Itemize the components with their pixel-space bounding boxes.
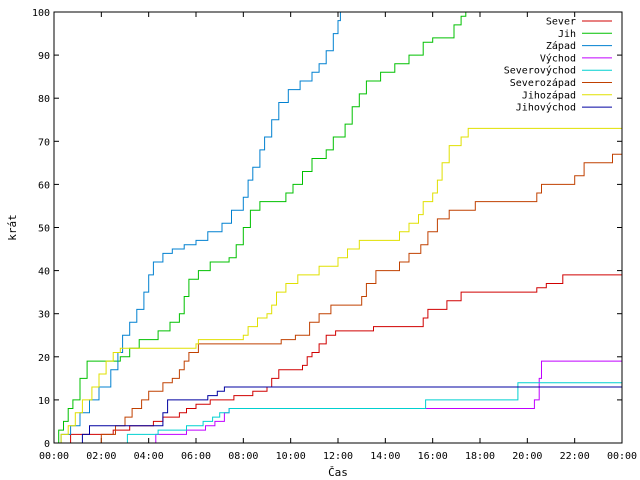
x-tick-label: 06:00 xyxy=(181,451,211,462)
y-tick-label: 30 xyxy=(38,310,50,321)
x-tick-label: 22:00 xyxy=(560,451,590,462)
x-tick-label: 10:00 xyxy=(276,451,306,462)
series-line xyxy=(54,12,467,444)
legend: SeverJihZápadVýchodSeverovýchodSeverozáp… xyxy=(504,17,612,114)
x-tick-label: 04:00 xyxy=(134,451,164,462)
y-tick-label: 50 xyxy=(38,224,50,235)
series-line xyxy=(54,360,622,444)
y-tick-label: 10 xyxy=(38,396,50,407)
y-tick-label: 80 xyxy=(38,94,50,105)
plot-frame xyxy=(53,11,623,444)
series-line xyxy=(54,153,622,444)
series-line xyxy=(54,127,622,444)
tick-labels: 0 10 20 30 40 50 60 70 80 90 100 00:00 02:00 04:00 06:… xyxy=(32,8,637,462)
legend-label: Východ xyxy=(540,52,576,64)
x-tick-label: 12:00 xyxy=(323,451,353,462)
legend-label: Západ xyxy=(546,40,576,52)
legend-label: Sever xyxy=(546,17,576,28)
legend-label: Jihovýchod xyxy=(516,102,576,114)
legend-label: Jihozápad xyxy=(522,89,576,101)
x-axis-label: Čas xyxy=(328,466,348,479)
series-lines xyxy=(54,12,623,444)
y-tick-label: 100 xyxy=(32,8,50,19)
y-tick-label: 60 xyxy=(38,180,50,191)
x-tick-label: 00:00 xyxy=(607,451,637,462)
y-tick-label: 70 xyxy=(38,137,50,148)
x-tick-label: 20:00 xyxy=(512,451,542,462)
legend-label: Severovýchod xyxy=(504,65,576,77)
y-tick-label: 0 xyxy=(44,439,50,450)
x-tick-label: 14:00 xyxy=(370,451,400,462)
legend-label: Jih xyxy=(558,29,576,40)
series-line xyxy=(54,382,622,444)
y-tick-label: 90 xyxy=(38,51,50,62)
x-tick-label: 16:00 xyxy=(418,451,448,462)
x-tick-label: 08:00 xyxy=(228,451,258,462)
x-tick-label: 02:00 xyxy=(86,451,116,462)
y-tick-label: 40 xyxy=(38,267,50,278)
series-line xyxy=(54,386,622,444)
x-tick-label: 00:00 xyxy=(39,451,69,462)
x-tick-label: 18:00 xyxy=(465,451,495,462)
series-line xyxy=(54,12,341,444)
y-axis-label: krát xyxy=(6,214,19,241)
legend-label: Severozápad xyxy=(510,77,576,89)
series-line xyxy=(54,270,623,444)
y-tick-label: 20 xyxy=(38,353,50,364)
